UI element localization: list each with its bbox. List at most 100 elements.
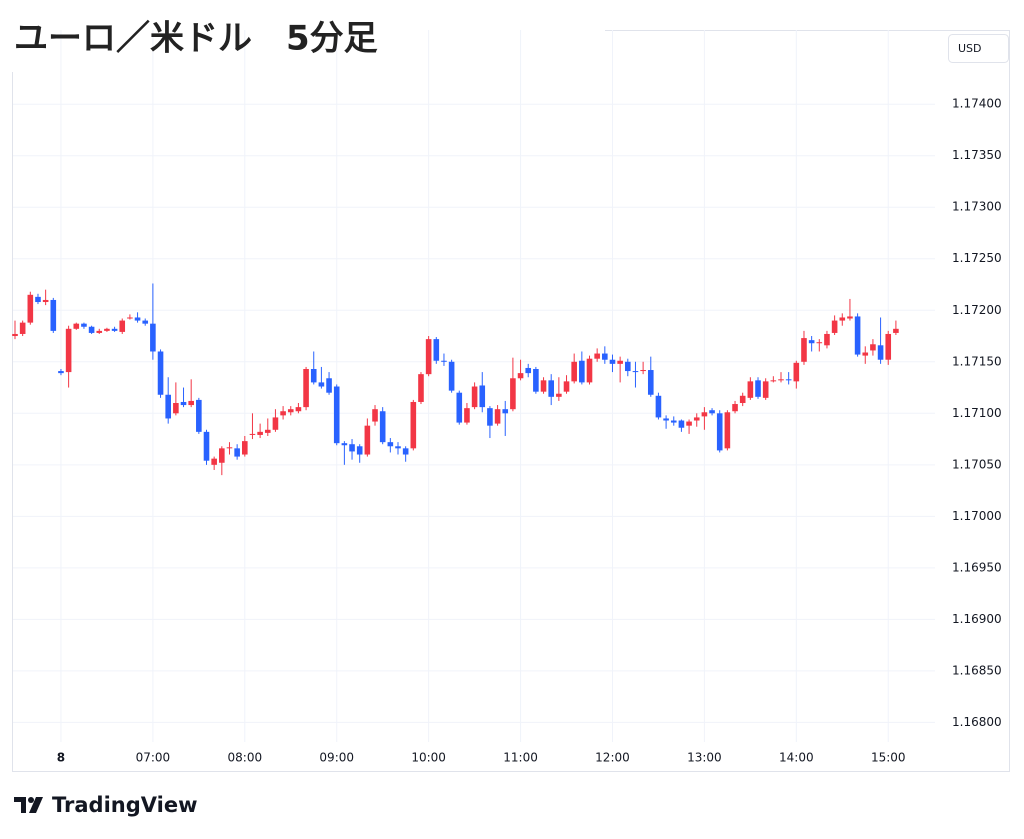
- candle-body: [747, 381, 754, 398]
- y-tick-label: 1.17100: [952, 406, 1002, 420]
- candle-body: [670, 420, 677, 423]
- y-tick-label: 1.17400: [952, 97, 1002, 111]
- candle-body: [762, 381, 769, 398]
- candle-body: [571, 361, 577, 382]
- candle-body: [402, 448, 409, 455]
- candle-body: [655, 395, 662, 418]
- candle-body: [632, 371, 639, 373]
- candle-body: [816, 342, 823, 344]
- y-tick-label: 1.16850: [952, 663, 1002, 677]
- candle-body: [831, 320, 838, 333]
- candle-body: [318, 382, 325, 387]
- candle-body: [134, 317, 141, 321]
- y-tick-label: 1.17200: [952, 303, 1002, 317]
- y-tick-label: 1.17250: [952, 251, 1002, 265]
- candle-body: [494, 409, 501, 424]
- candle-body: [35, 296, 41, 303]
- candle-body: [893, 328, 899, 333]
- y-tick-label: 1.17350: [952, 148, 1002, 162]
- currency-label[interactable]: USD: [958, 42, 982, 55]
- candle-body: [525, 367, 532, 374]
- y-tick-label: 1.16900: [952, 612, 1002, 626]
- title-backdrop: [0, 0, 605, 72]
- candle-body: [410, 401, 417, 449]
- candle-body: [548, 380, 554, 397]
- candle-body: [808, 340, 815, 344]
- y-tick-label: 1.16950: [952, 560, 1002, 574]
- candle-body: [602, 353, 608, 360]
- candle-body: [854, 316, 861, 355]
- candle-body: [242, 441, 248, 455]
- candle-body: [81, 323, 87, 327]
- x-tick-label: 15:00: [871, 751, 906, 765]
- candle-body: [379, 411, 386, 443]
- candle-body: [686, 421, 692, 426]
- candle-body: [119, 320, 126, 332]
- candle-body: [157, 351, 164, 395]
- candle-body: [111, 328, 118, 331]
- x-tick-label: 10:00: [411, 751, 446, 765]
- candle-body: [12, 333, 18, 337]
- candle-body: [303, 368, 309, 408]
- candle-body: [870, 344, 876, 351]
- candle-body: [839, 317, 846, 321]
- candle-body: [425, 339, 432, 375]
- candle-body: [617, 360, 623, 364]
- candle-body: [701, 412, 708, 417]
- candle-body: [295, 407, 302, 412]
- candle-body: [364, 425, 371, 455]
- candle-body: [609, 359, 616, 364]
- candle-body: [801, 338, 807, 362]
- candle-body: [127, 317, 133, 319]
- x-tick-label: 13:00: [687, 751, 722, 765]
- candle-body: [479, 385, 486, 408]
- candle-body: [739, 395, 746, 404]
- candle-body: [471, 386, 478, 408]
- candle-body: [372, 409, 378, 422]
- candle-body: [73, 323, 80, 329]
- candle-body: [732, 404, 738, 412]
- candle-body: [594, 353, 600, 359]
- candle-body: [456, 392, 463, 423]
- candle-body: [663, 418, 669, 421]
- candle-body: [824, 333, 830, 346]
- candle-body: [65, 328, 72, 373]
- x-tick-label: 14:00: [779, 751, 814, 765]
- candle-body: [785, 379, 792, 381]
- candle-body: [226, 447, 233, 449]
- candle-body: [395, 446, 401, 449]
- candle-body: [563, 381, 570, 392]
- candle-body: [280, 411, 286, 416]
- candle-body: [142, 320, 149, 324]
- candle-body: [88, 326, 95, 333]
- y-tick-label: 1.17300: [952, 200, 1002, 214]
- y-tick-label: 1.16800: [952, 715, 1002, 729]
- candle-body: [533, 368, 539, 392]
- candle-body: [219, 448, 225, 463]
- candle-body: [716, 413, 723, 451]
- candle-body: [272, 417, 279, 430]
- candle-body: [27, 294, 34, 323]
- candle-body: [165, 394, 171, 419]
- candle-body: [249, 433, 256, 435]
- chart-title: ユーロ／米ドル 5分足: [14, 19, 378, 59]
- candle-body: [556, 393, 562, 397]
- candle-body: [793, 362, 800, 382]
- y-tick-label: 1.17050: [952, 457, 1002, 471]
- candle-body: [333, 386, 340, 444]
- candle-body: [150, 323, 156, 352]
- candle-body: [517, 373, 524, 379]
- candle-body: [625, 361, 631, 372]
- candle-body: [203, 431, 210, 461]
- candle-body: [487, 408, 493, 426]
- candle-body: [502, 409, 509, 414]
- candle-body: [211, 458, 217, 465]
- currency-box[interactable]: [948, 34, 1009, 63]
- candle-body: [678, 420, 685, 428]
- candle-body: [448, 361, 455, 391]
- candle-body: [540, 380, 547, 392]
- candle-body: [42, 299, 49, 303]
- candle-body: [862, 352, 869, 356]
- candle-body: [709, 410, 715, 414]
